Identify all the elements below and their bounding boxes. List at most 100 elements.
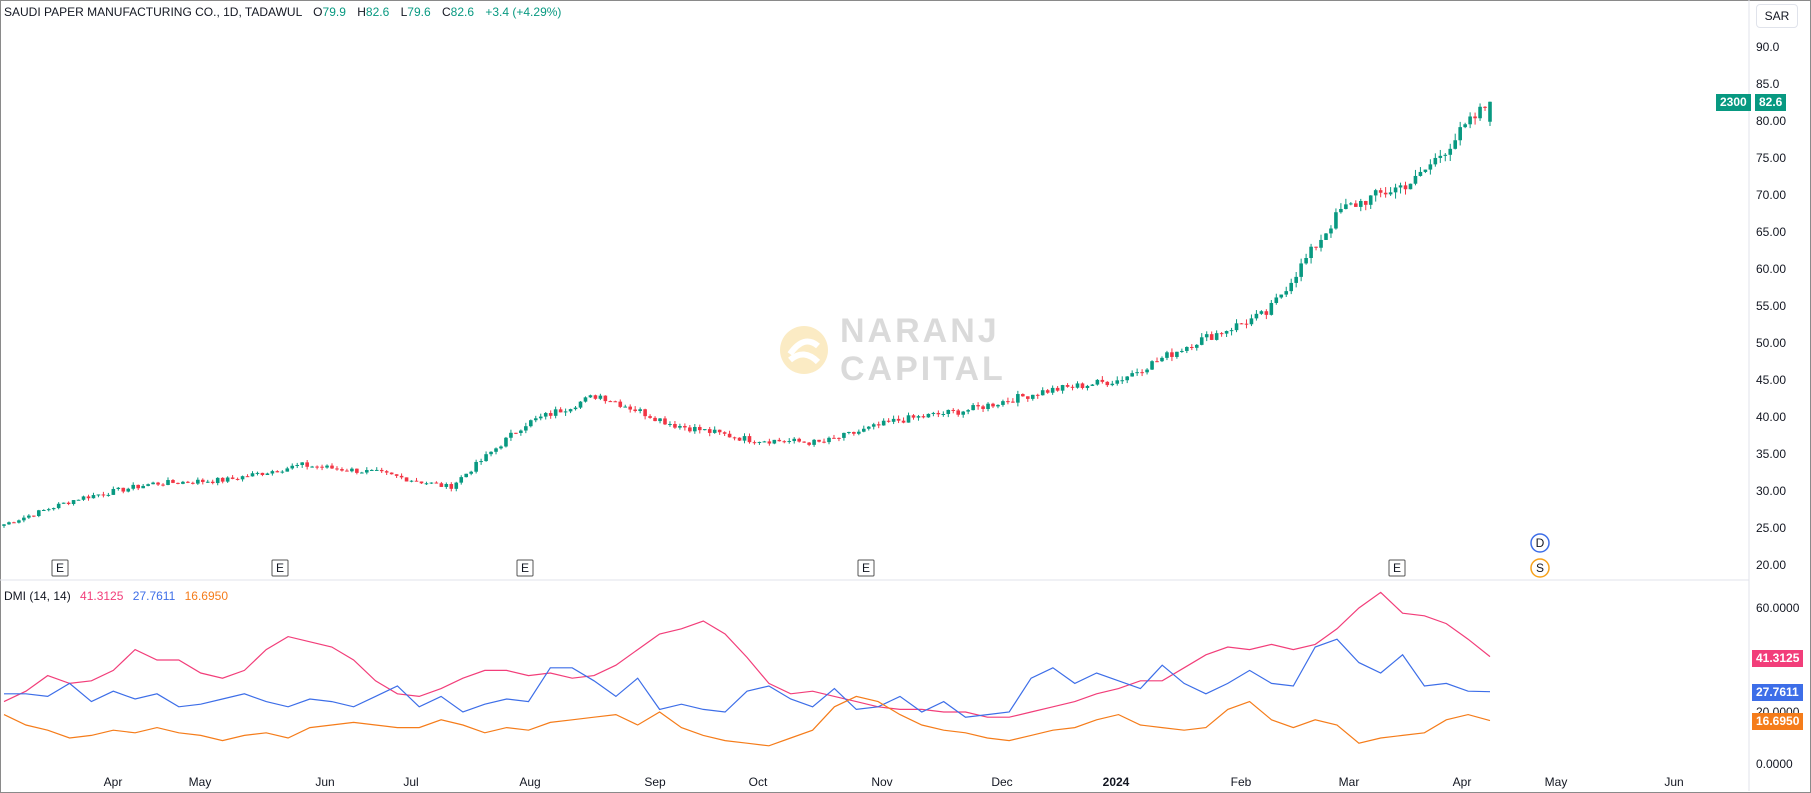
candle-body xyxy=(61,502,66,504)
candle-body xyxy=(414,480,419,482)
candle-body xyxy=(906,415,911,423)
earnings-marker[interactable]: E xyxy=(271,559,289,577)
earnings-marker[interactable]: E xyxy=(857,559,875,577)
candle-body xyxy=(1244,323,1249,325)
candle-body xyxy=(186,481,190,483)
candle-body xyxy=(1055,387,1060,391)
candle-body xyxy=(837,437,841,439)
candle-body xyxy=(235,478,240,480)
candle-body xyxy=(509,432,513,438)
time-tick-label: Jul xyxy=(403,775,418,789)
last-price-badge: 82.6 xyxy=(1755,94,1787,111)
earnings-marker[interactable]: E xyxy=(1388,559,1406,577)
candle-body xyxy=(1458,127,1462,141)
symbol-title[interactable]: SAUDI PAPER MANUFACTURING CO., 1D, TADAW… xyxy=(4,5,302,19)
adx-badge: 16.6950 xyxy=(1752,713,1804,730)
candle-body xyxy=(295,464,300,466)
price-tick-label: 25.00 xyxy=(1756,521,1786,535)
candle-body xyxy=(673,424,677,428)
candle-body xyxy=(986,403,990,409)
candle-body xyxy=(1488,101,1492,122)
candle-body xyxy=(976,405,980,407)
candle-body xyxy=(638,409,642,411)
candle-body xyxy=(996,404,1000,407)
candle-body xyxy=(81,496,86,500)
candle-body xyxy=(852,431,856,434)
earnings-marker-box xyxy=(1388,559,1406,577)
price-tick-label: 65.00 xyxy=(1756,225,1786,239)
candle-body xyxy=(305,462,309,467)
dividend-marker-label: D xyxy=(1536,536,1545,550)
candle-body xyxy=(1224,331,1229,334)
time-tick-label: Jun xyxy=(315,775,334,789)
earnings-marker[interactable]: E xyxy=(51,559,69,577)
candle-body xyxy=(1354,203,1358,207)
candle-body xyxy=(7,522,11,525)
candle-body xyxy=(881,420,886,426)
candle-body xyxy=(499,446,503,449)
candle-body xyxy=(374,469,379,471)
candle-body xyxy=(1373,190,1378,196)
candle-body xyxy=(951,409,956,411)
candle-body xyxy=(191,482,195,484)
close-value: 82.6 xyxy=(450,5,475,19)
candle-body xyxy=(1021,394,1025,397)
candle-body xyxy=(1140,372,1144,374)
candle-body xyxy=(250,473,255,477)
candle-body xyxy=(827,437,831,443)
candle-body xyxy=(1150,361,1154,370)
candle-body xyxy=(320,466,324,468)
candle-body xyxy=(1199,337,1204,345)
candle-body xyxy=(1453,140,1458,149)
candle-body xyxy=(1294,276,1298,283)
candle-body xyxy=(514,432,518,434)
candle-body xyxy=(1006,401,1010,403)
candle-body xyxy=(911,415,916,418)
candle-body xyxy=(345,470,349,472)
candle-body xyxy=(966,410,970,412)
candle-body xyxy=(1090,384,1095,386)
candle-body xyxy=(1085,385,1090,389)
candle-body xyxy=(742,436,747,441)
candle-body xyxy=(1319,239,1323,248)
candle-body xyxy=(161,484,165,486)
earnings-marker-box xyxy=(271,559,289,577)
candle-body xyxy=(1135,372,1139,374)
plus-di-line xyxy=(3,591,1491,718)
candle-body xyxy=(434,482,439,484)
watermark-line1: NARANJ xyxy=(840,312,1000,350)
candle-body xyxy=(578,401,583,408)
currency-button[interactable]: SAR xyxy=(1756,4,1798,28)
high-label: H xyxy=(357,5,366,19)
candle-body xyxy=(548,413,553,416)
candle-body xyxy=(1358,200,1363,207)
time-tick-label: May xyxy=(1545,775,1568,789)
candle-body xyxy=(394,474,399,476)
candle-body xyxy=(1130,373,1134,377)
candle-body xyxy=(1185,346,1189,351)
candle-body xyxy=(1423,169,1428,172)
candle-body xyxy=(464,473,469,478)
candle-body xyxy=(1050,387,1055,393)
candle-body xyxy=(1194,344,1199,348)
candle-body xyxy=(1160,357,1164,362)
time-tick-label: Dec xyxy=(991,775,1012,789)
candle-body xyxy=(156,482,160,485)
dmi-header[interactable]: DMI (14, 14) 41.3125 27.7611 16.6950 xyxy=(4,589,228,603)
candle-body xyxy=(1274,297,1279,303)
candle-body xyxy=(1478,106,1482,119)
candle-body xyxy=(1125,376,1129,381)
earnings-marker[interactable]: E xyxy=(516,559,534,577)
candle-body xyxy=(1175,351,1179,357)
dividend-marker[interactable]: D xyxy=(1530,533,1550,553)
candle-body xyxy=(116,487,121,489)
candle-body xyxy=(166,480,170,485)
candle-body xyxy=(489,451,493,455)
split-marker[interactable]: S xyxy=(1530,558,1550,578)
candle-body xyxy=(200,479,205,482)
earnings-marker-label: E xyxy=(1393,561,1401,575)
candle-body xyxy=(365,470,369,473)
candle-body xyxy=(1279,294,1284,298)
candle-body xyxy=(106,494,111,496)
